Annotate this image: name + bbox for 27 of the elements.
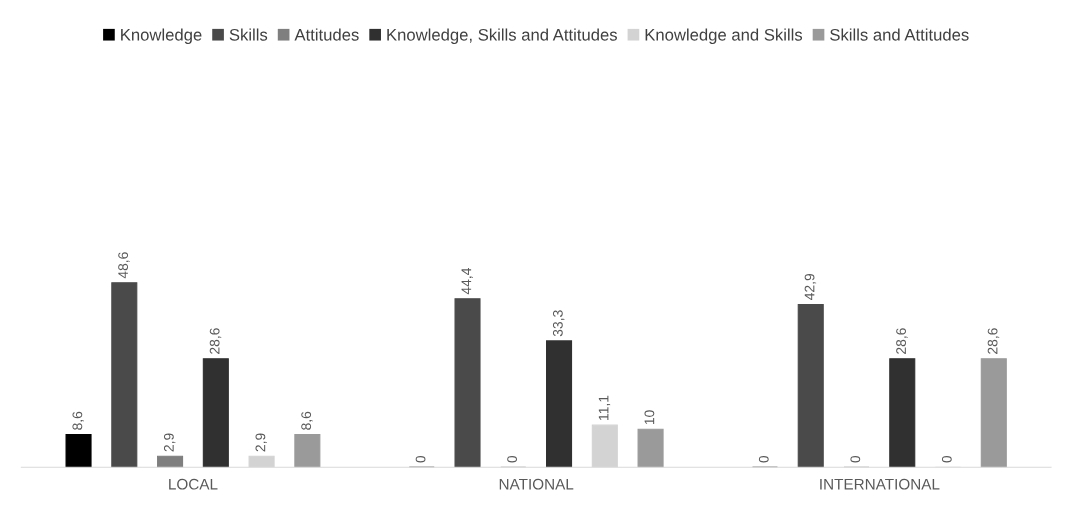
- x-tick-label: LOCAL: [169, 478, 218, 490]
- data-label: 48,6: [118, 252, 130, 279]
- data-label: 10: [644, 410, 655, 425]
- data-label: 0: [758, 455, 769, 463]
- legend-label: Skills and Attitudes: [830, 28, 969, 41]
- legend-label: Attitudes: [294, 28, 359, 41]
- data-label: 28,6: [209, 328, 222, 354]
- data-label: 8,6: [301, 411, 313, 430]
- data-label: 11,1: [598, 395, 611, 420]
- data-label: 28,6: [896, 328, 908, 354]
- data-label: 0: [941, 455, 952, 463]
- data-label: 28,6: [987, 328, 1000, 354]
- data-label: 42,9: [804, 273, 817, 300]
- data-label: 8,6: [72, 411, 84, 430]
- data-label: 0: [507, 455, 518, 463]
- legend-label: Knowledge and Skills: [645, 28, 803, 45]
- legend-label: Skills: [229, 28, 268, 41]
- legend-label: Knowledge: [121, 28, 202, 45]
- legend-label: Knowledge, Skills and Attitudes: [387, 28, 617, 45]
- data-label: 44,4: [461, 268, 473, 295]
- x-tick-label: NATIONAL: [499, 478, 574, 490]
- data-label: 2,9: [163, 433, 176, 452]
- x-tick-label: INTERNATIONAL: [820, 478, 940, 490]
- data-label: 2,9: [255, 433, 267, 452]
- data-label: 33,3: [552, 310, 565, 337]
- data-label: 0: [850, 455, 861, 463]
- data-label: 0: [415, 455, 426, 463]
